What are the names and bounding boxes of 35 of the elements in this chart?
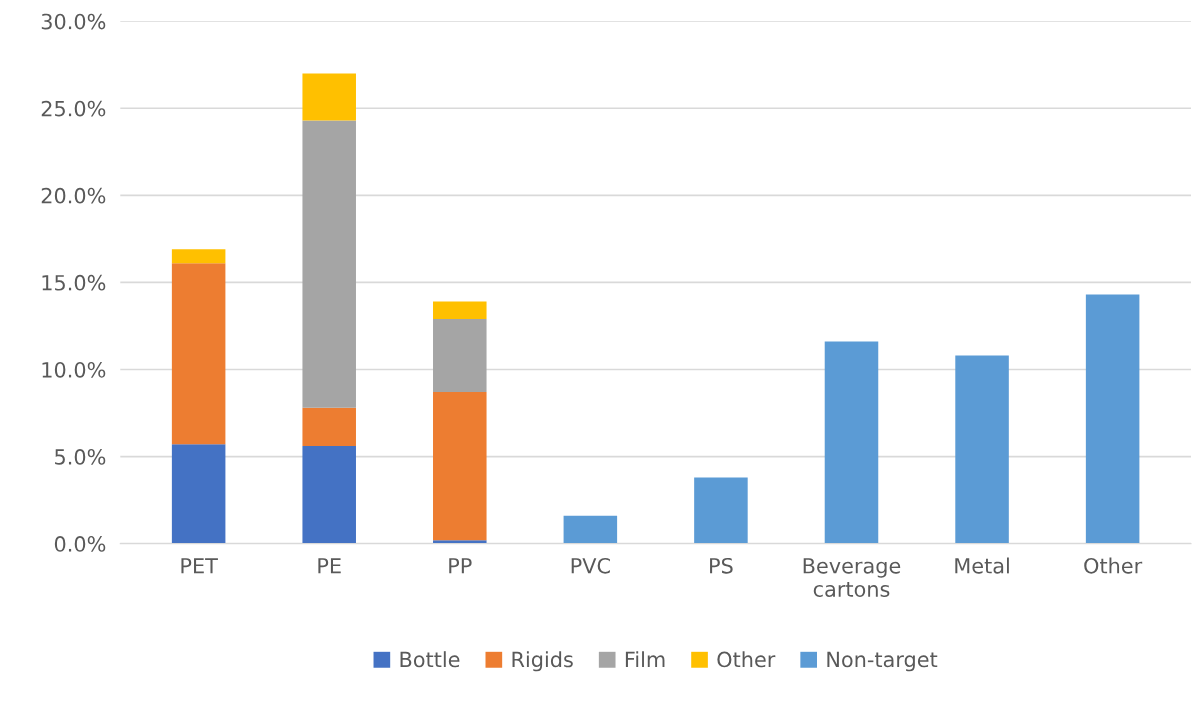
bar [171, 444, 226, 544]
x-tick-label: Metal [955, 557, 1009, 574]
bar [1085, 294, 1140, 544]
bar [302, 407, 356, 447]
x-tick-label: PP [449, 558, 472, 574]
legend-label: Other [717, 651, 776, 668]
y-tick-label: 30.0% [41, 13, 106, 30]
bar [171, 249, 226, 264]
legend-label: Rigids [512, 651, 573, 672]
bar [302, 73, 356, 121]
legend-label: Bottle [400, 651, 460, 668]
legend-label: Film [625, 651, 665, 668]
x-tick-label: PVC [571, 557, 610, 574]
bar [433, 318, 487, 393]
bar [302, 120, 356, 408]
bar [563, 515, 618, 544]
x-tick-label: PE [318, 558, 341, 574]
x-tick-label: Beverage cartons [803, 558, 901, 597]
bar [171, 263, 226, 445]
bar [433, 392, 487, 541]
y-tick-label: 5.0% [55, 449, 106, 465]
y-tick-label: 10.0% [42, 361, 106, 378]
y-tick-label: 15.0% [42, 274, 106, 291]
bar [955, 355, 1009, 544]
legend-label: Non-target [827, 651, 938, 672]
x-tick-label: Other [1084, 557, 1143, 574]
x-tick-label: PS [710, 557, 733, 574]
y-tick-label: 0.0% [54, 536, 106, 552]
bar [433, 301, 487, 319]
bar [694, 477, 748, 544]
bar [302, 446, 356, 544]
y-tick-label: 20.0% [41, 187, 106, 204]
x-tick-label: PET [181, 558, 218, 574]
bar [824, 341, 879, 544]
y-tick-label: 25.0% [41, 100, 106, 117]
